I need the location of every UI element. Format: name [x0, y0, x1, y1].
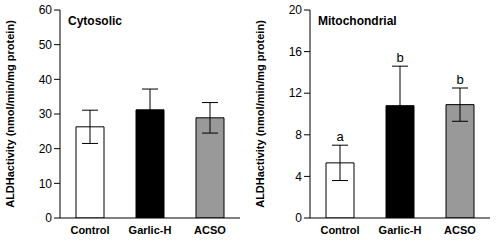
html-text:Mitochondrial: Mitochondrial [318, 14, 397, 28]
svg-text:ALDHactivity (nmol/min/mg prot: ALDHactivity (nmol/min/mg protein) [8, 20, 16, 208]
svg-text:8: 8 [295, 128, 302, 142]
svg-text:Garlic-H: Garlic-H [129, 224, 172, 236]
svg-text:a: a [336, 129, 344, 144]
html-text:Cytosolic: Cytosolic [68, 14, 122, 28]
svg-text:60: 60 [39, 3, 53, 17]
svg-text:ACSO: ACSO [194, 224, 226, 236]
svg-text:50: 50 [39, 38, 53, 52]
svg-text:10: 10 [39, 177, 53, 191]
svg-text:16: 16 [289, 45, 303, 59]
svg-text:ACSO: ACSO [444, 224, 476, 236]
svg-text:12: 12 [289, 86, 303, 100]
svg-text:0: 0 [295, 211, 302, 225]
svg-text:20: 20 [39, 142, 53, 156]
svg-text:0: 0 [45, 211, 52, 225]
svg-text:ALDHactivity (nmol/min/mg prot: ALDHactivity (nmol/min/mg protein) [254, 20, 266, 208]
svg-text:Control: Control [320, 224, 359, 236]
svg-text:40: 40 [39, 73, 53, 87]
svg-text:20: 20 [289, 3, 303, 17]
svg-text:b: b [396, 50, 403, 65]
svg-text:Control: Control [70, 224, 109, 236]
svg-text:Garlic-H: Garlic-H [379, 224, 422, 236]
svg-text:30: 30 [39, 107, 53, 121]
svg-text:b: b [456, 72, 463, 87]
svg-text:4: 4 [295, 170, 302, 184]
